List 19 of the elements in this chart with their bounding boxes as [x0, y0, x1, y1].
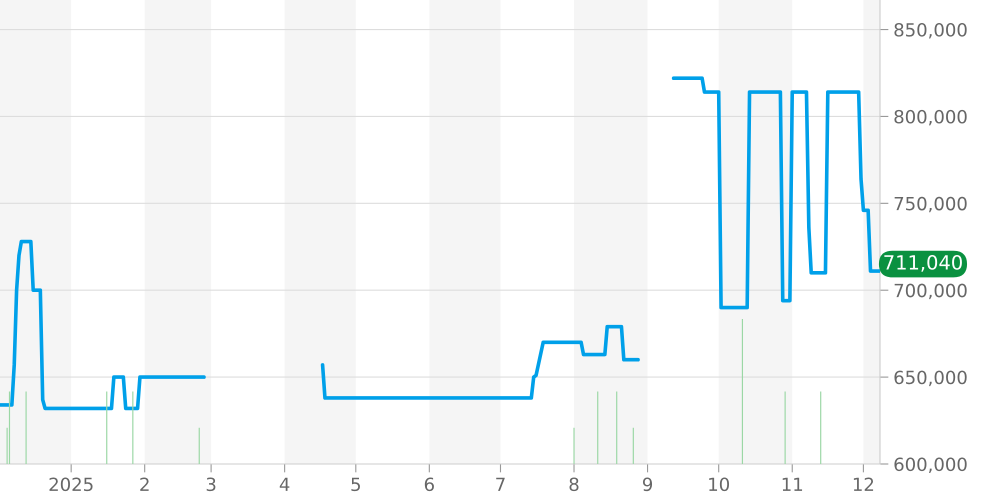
x-tick-label: 5	[351, 478, 360, 492]
x-tick-label: 4	[280, 478, 290, 491]
x-tick-label: 2	[140, 478, 149, 491]
x-tick-label: 7	[496, 478, 505, 491]
y-tick-label: 800,000	[894, 110, 967, 126]
y-tick-label: 650,000	[894, 370, 967, 386]
x-tick-label: 10	[709, 478, 729, 492]
y-tick-label: 750,000	[894, 196, 967, 212]
x-tick-label: 3	[206, 478, 216, 492]
x-tick-label: 9	[642, 478, 652, 492]
y-tick-label: 600,000	[894, 457, 967, 473]
y-tick-label: 700,000	[894, 284, 967, 300]
x-tick-label: 2025	[50, 478, 93, 492]
x-tick-label: 6	[424, 478, 434, 492]
x-tick-label: 11	[782, 478, 802, 491]
x-tick-label: 8	[569, 478, 579, 492]
annotation: 711,040	[884, 255, 962, 272]
y-tick-label: 850,000	[894, 23, 967, 38]
x-tick-label: 12	[854, 478, 874, 491]
